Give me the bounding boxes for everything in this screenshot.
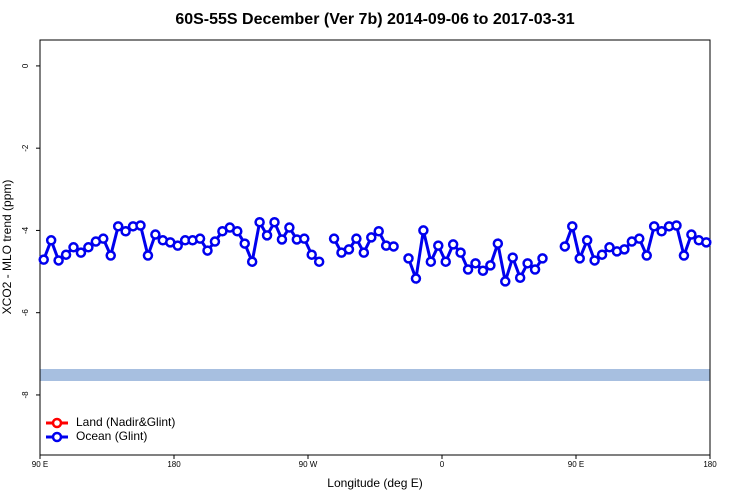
- data-point: [45, 235, 57, 246]
- data-point: [418, 225, 429, 236]
- data-point: [112, 221, 124, 232]
- data-point: [388, 241, 399, 252]
- data-point: [209, 236, 221, 247]
- data-point: [656, 226, 667, 237]
- data-point: [105, 250, 116, 261]
- data-point: [589, 255, 600, 266]
- legend-marker: [51, 417, 63, 429]
- data-point: [477, 265, 489, 276]
- data-point: [135, 220, 146, 231]
- data-point: [470, 258, 481, 269]
- data-point: [261, 230, 273, 241]
- y-tick-label: -2: [21, 144, 30, 152]
- plot-frame: [39, 39, 711, 456]
- data-point: [596, 249, 608, 260]
- data-point: [500, 276, 511, 287]
- data-point: [678, 250, 690, 261]
- legend-marker: [51, 431, 63, 443]
- data-point: [269, 216, 280, 228]
- y-axis-label: XCO2 - MLO trend (ppm): [0, 180, 14, 315]
- data-point: [581, 235, 593, 246]
- data-point: [254, 216, 265, 228]
- y-tick-label: -6: [21, 309, 30, 317]
- data-point: [83, 242, 94, 253]
- data-point: [403, 253, 414, 264]
- data-point: [440, 256, 451, 267]
- data-point: [522, 258, 533, 269]
- data-point: [276, 234, 288, 245]
- data-point: [358, 247, 370, 258]
- data-point: [634, 233, 645, 244]
- data-point: [433, 240, 444, 251]
- data-point: [120, 226, 131, 237]
- data-point: [299, 233, 310, 244]
- data-point: [373, 226, 384, 237]
- data-point: [328, 233, 340, 244]
- data-point: [462, 264, 474, 275]
- data-point: [366, 232, 377, 243]
- y-tick-label: 0: [21, 63, 30, 68]
- data-point: [284, 222, 295, 233]
- x-tick-label: 90 W: [299, 460, 318, 469]
- x-tick-label: 180: [167, 460, 181, 469]
- data-point: [574, 253, 585, 264]
- data-point: [60, 249, 72, 260]
- chart-title: 60S-55S December (Ver 7b) 2014-09-06 to …: [175, 11, 574, 28]
- data-point: [671, 220, 682, 231]
- data-point: [455, 247, 466, 258]
- data-point: [507, 252, 518, 263]
- data-point: [537, 253, 548, 264]
- data-point: [343, 244, 355, 255]
- coverage-band: [40, 369, 710, 381]
- data-point: [447, 239, 459, 250]
- x-tick-label: 180: [703, 460, 717, 469]
- data-point: [142, 250, 154, 261]
- y-tick-label: -4: [21, 226, 30, 234]
- data-point: [529, 264, 541, 275]
- data-point: [150, 229, 161, 240]
- data-point: [194, 233, 206, 244]
- data-point: [425, 256, 437, 267]
- data-point: [98, 233, 109, 244]
- data-point: [567, 221, 578, 232]
- data-point: [313, 256, 325, 267]
- data-point: [648, 221, 660, 232]
- data-point: [604, 242, 615, 253]
- data-point: [701, 237, 712, 248]
- x-axis-label: Longitude (deg E): [327, 476, 422, 490]
- data-point: [75, 247, 87, 258]
- y-tick-label: -8: [21, 391, 30, 399]
- data-point: [246, 256, 258, 267]
- data-point: [239, 238, 250, 249]
- data-point: [686, 229, 697, 240]
- data-point: [53, 255, 64, 266]
- data-point: [232, 226, 243, 237]
- data-point: [351, 233, 362, 244]
- data-point: [410, 273, 422, 284]
- x-tick-label: 0: [440, 460, 445, 469]
- data-point: [641, 250, 652, 261]
- data-point: [485, 260, 496, 271]
- data-point: [68, 242, 79, 253]
- legend-label: Land (Nadir&Glint): [76, 415, 175, 429]
- data-point: [38, 254, 49, 265]
- data-point: [559, 241, 571, 252]
- x-tick-label: 90 E: [568, 460, 584, 469]
- data-point: [306, 249, 317, 260]
- data-point: [172, 240, 183, 251]
- x-tick-label: 90 E: [32, 460, 48, 469]
- data-point: [619, 244, 630, 255]
- legend-label: Ocean (Glint): [76, 429, 147, 443]
- data-point: [492, 238, 504, 249]
- data-point: [202, 245, 213, 256]
- data-point: [514, 272, 526, 283]
